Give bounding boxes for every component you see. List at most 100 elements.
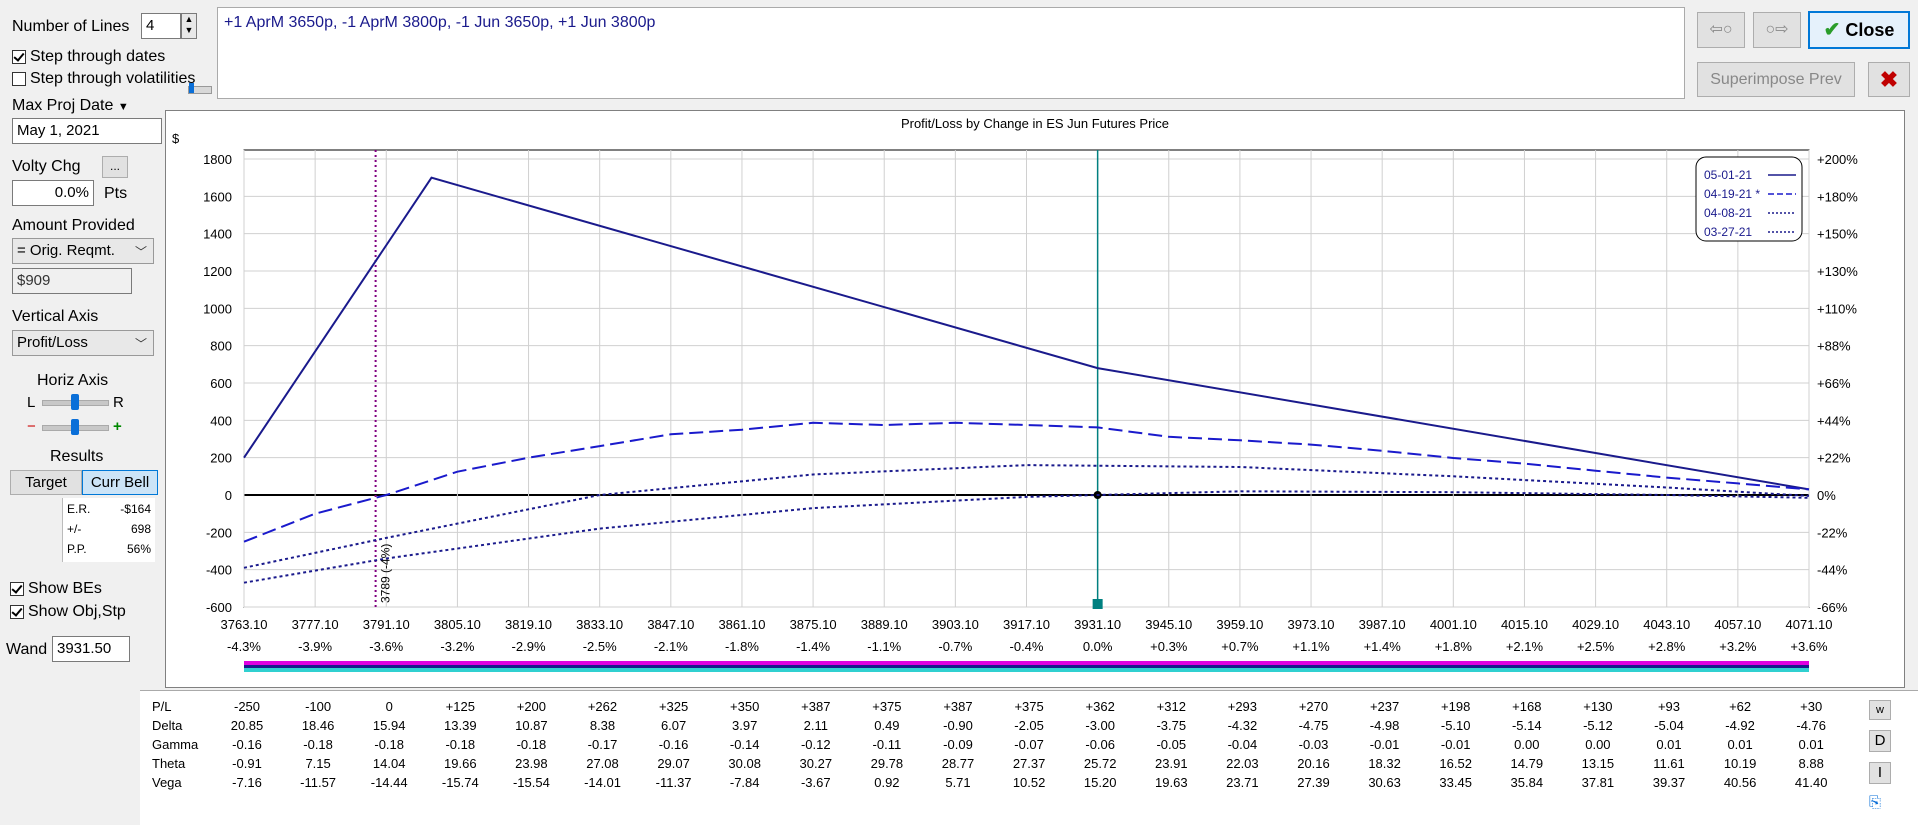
back-arrow-button[interactable]: ⇦○ <box>1697 12 1745 48</box>
greeks-side-button-w[interactable]: w <box>1869 700 1891 722</box>
curr-bell-tab[interactable]: Curr Bell <box>82 470 158 495</box>
y-tick-label: 400 <box>210 413 232 428</box>
step-dates-checkbox[interactable]: Step through dates <box>12 48 165 66</box>
wand-label: Wand <box>6 641 48 658</box>
greek-cell: -0.16 <box>658 737 689 752</box>
greek-cell: -0.14 <box>729 737 760 752</box>
horiz-zoom-slider-thumb[interactable] <box>71 419 79 435</box>
max-proj-date-input[interactable]: May 1, 2021 <box>12 118 162 144</box>
superimpose-prev-button[interactable]: Superimpose Prev <box>1697 62 1855 97</box>
volty-chg-value: 0.0% <box>54 184 89 201</box>
series-line-0 <box>243 176 1810 491</box>
number-of-lines-spinner[interactable]: ▲ ▼ <box>181 13 197 39</box>
greek-cell: 15.20 <box>1083 775 1117 790</box>
greeks-side-button-d[interactable]: D <box>1869 730 1891 752</box>
export-icon[interactable]: ⎘ <box>1869 794 1882 811</box>
number-of-lines-label: Number of Lines <box>12 18 130 35</box>
greek-cell: 22.03 <box>1226 756 1259 771</box>
max-proj-date-dropdown[interactable]: Max Proj Date ▼ <box>12 97 129 115</box>
greek-cell: +270 <box>1298 699 1329 714</box>
show-bes-checkbox[interactable]: Show BEs <box>10 580 102 598</box>
greek-cell: -0.05 <box>1156 737 1187 752</box>
y-tick-label: 1600 <box>203 189 232 204</box>
number-of-lines-input[interactable]: 4 <box>141 13 181 39</box>
step-vols-checkbox[interactable]: Step through volatilities <box>12 70 195 88</box>
target-tab[interactable]: Target <box>10 470 82 495</box>
vertical-axis-select[interactable]: Profit/Loss ﹀ <box>12 330 154 356</box>
greek-cell: -11.37 <box>655 775 692 790</box>
bell-bar-magenta <box>244 661 1809 665</box>
greek-cell: -14.01 <box>584 775 621 790</box>
show-bes-label: Show BEs <box>28 580 102 597</box>
x-pct-tick-label: +0.7% <box>1221 639 1259 654</box>
result-key: +/- <box>67 522 82 536</box>
w-button-label: w <box>1869 700 1891 720</box>
greek-cell: +62 <box>1729 699 1752 714</box>
greek-cell: +125 <box>445 699 475 714</box>
series-line-1 <box>243 421 1810 543</box>
d-button-label: D <box>1869 730 1891 752</box>
x-tick-label: 3945.10 <box>1145 617 1192 632</box>
y2-tick-label: +110% <box>1817 301 1857 316</box>
volty-chg-input[interactable]: 0.0% <box>12 180 94 206</box>
x-tick-label: 4015.10 <box>1501 617 1548 632</box>
greek-cell: +198 <box>1441 699 1471 714</box>
text-size-slider[interactable] <box>188 83 212 94</box>
greek-cell: 0.00 <box>1514 737 1540 752</box>
greek-cell: 39.37 <box>1652 775 1686 790</box>
x-tick-label: 3889.10 <box>861 617 908 632</box>
series-line-3 <box>243 490 1810 584</box>
y-tick-label: 1200 <box>203 264 232 279</box>
greek-cell: 0.92 <box>874 775 900 790</box>
delete-icon[interactable]: ✖ <box>1868 62 1910 97</box>
x-tick-label: 3805.10 <box>434 617 481 632</box>
wand-input[interactable]: 3931.50 <box>52 636 130 662</box>
show-obj-checkbox[interactable]: Show Obj,Stp <box>10 603 126 621</box>
greek-row-label: Vega <box>152 775 182 790</box>
greek-cell: -0.17 <box>587 737 618 752</box>
positions-textarea[interactable]: +1 AprM 3650p, -1 AprM 3800p, -1 Jun 365… <box>217 7 1685 99</box>
greek-cell: 0 <box>385 699 393 714</box>
x-pct-tick-label: +1.4% <box>1364 639 1402 654</box>
greek-cell: 19.63 <box>1155 775 1188 790</box>
greek-cell: -15.74 <box>441 775 479 790</box>
y2-tick-label: +150% <box>1817 227 1858 242</box>
close-button[interactable]: ✔ Close <box>1808 11 1910 49</box>
amount-provided-label: Amount Provided <box>12 217 135 234</box>
greek-cell: 14.04 <box>372 756 406 771</box>
greek-cell: 8.88 <box>1798 756 1824 771</box>
x-tick-label: 3847.10 <box>647 617 694 632</box>
greek-row-label: Delta <box>152 718 183 733</box>
show-bes-check-icon <box>10 581 24 596</box>
x-pct-tick-label: +1.8% <box>1435 639 1473 654</box>
greeks-side-button-i[interactable]: I <box>1869 762 1891 784</box>
greek-cell: 14.79 <box>1510 756 1544 771</box>
greek-cell: -0.12 <box>800 737 831 752</box>
greek-cell: -3.67 <box>800 775 831 790</box>
volty-chg-button[interactable]: ... <box>102 156 128 178</box>
amount-provided-value: $909 <box>12 268 132 294</box>
chevron-down-icon: ﹀ <box>134 245 147 259</box>
volty-chg-label: Volty Chg <box>12 158 81 175</box>
x-tick-label: 4057.10 <box>1714 617 1761 632</box>
x-tick-label: 3791.10 <box>363 617 410 632</box>
y2-tick-label: -22% <box>1817 525 1848 540</box>
greek-cell: 0.01 <box>1656 737 1682 752</box>
y-tick-label: -400 <box>206 563 232 578</box>
text-size-slider-thumb[interactable] <box>189 83 194 93</box>
forward-arrow-button[interactable]: ○⇨ <box>1753 12 1801 48</box>
greek-cell: 7.15 <box>305 756 331 771</box>
greek-row-label: P/L <box>152 699 172 714</box>
legend-label: 03-27-21 <box>1704 225 1752 239</box>
greek-cell: 30.27 <box>799 756 833 771</box>
greek-cell: 29.78 <box>870 756 904 771</box>
amount-provided-select[interactable]: = Orig. Reqmt. ﹀ <box>12 238 154 264</box>
horiz-lr-slider-thumb[interactable] <box>71 394 79 410</box>
greek-cell: 3.97 <box>732 718 758 733</box>
greek-cell: 27.37 <box>1012 756 1046 771</box>
chart-panel: Profit/Loss by Change in ES Jun Futures … <box>165 110 1905 688</box>
greek-cell: 30.63 <box>1368 775 1401 790</box>
greek-cell: 37.81 <box>1581 775 1615 790</box>
greek-cell: 8.38 <box>589 718 616 733</box>
greek-cell: 41.40 <box>1794 775 1828 790</box>
